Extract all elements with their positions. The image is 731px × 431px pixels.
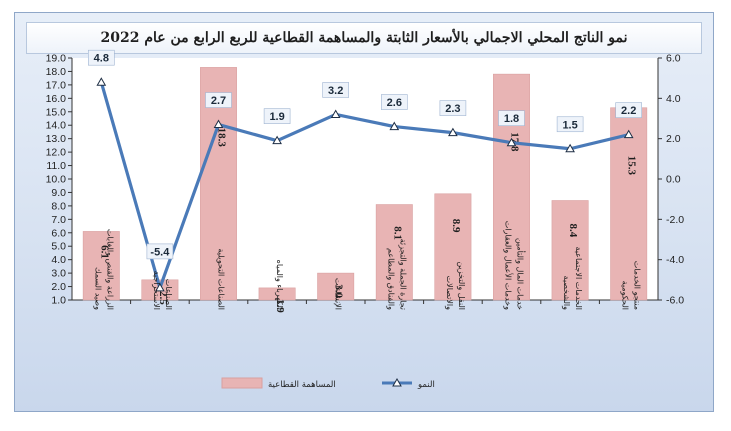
left-tick-label: 12.0 [46, 147, 67, 159]
left-tick-label: 3.0 [51, 268, 66, 280]
growth-label-box [615, 102, 643, 118]
category-label: الكهرباء والمياه [275, 260, 284, 310]
growth-marker [448, 127, 458, 137]
growth-marker [272, 135, 282, 145]
right-tick-label: 2.0 [666, 133, 681, 145]
title-band [26, 22, 702, 54]
growth-marker [565, 143, 575, 153]
bar [551, 200, 589, 301]
growth-label-box [263, 108, 291, 124]
category-label: والاتصالات [445, 276, 454, 310]
left-tick-label: 13.0 [46, 133, 67, 145]
right-tick-label: -4.0 [666, 254, 684, 266]
bar [317, 272, 355, 301]
growth-marker [623, 129, 634, 139]
growth-value-label: 2.3 [445, 103, 460, 115]
growth-value-label: 2.2 [621, 105, 636, 117]
category-label: الاستخراجية [152, 271, 161, 310]
bar [258, 287, 296, 301]
bar [610, 107, 648, 301]
right-tick-label: 6.0 [666, 53, 681, 65]
bar-value-label: 8.1 [391, 226, 403, 240]
growth-label-box [498, 110, 525, 126]
left-tick-label: 1.0 [51, 295, 66, 307]
growth-label-box [205, 92, 232, 108]
left-tick-label: 17.0 [46, 79, 67, 91]
bar-value-label: 15.3 [626, 156, 638, 176]
left-tick-label: 2.0 [51, 281, 66, 293]
growth-label-box [556, 116, 584, 133]
bar-value-label: 1.9 [274, 299, 286, 313]
growth-marker [96, 77, 107, 86]
growth-value-label: 4.8 [94, 53, 109, 65]
category-label: الصناعات التحويلية [217, 248, 226, 310]
legend-line-marker [392, 377, 402, 387]
category-label: الخدمات الاجتماعية [574, 246, 583, 310]
left-tick-label: 19.0 [46, 53, 67, 65]
growth-value-label: 1.9 [269, 111, 284, 123]
legend-bar-label: المساهمة القطاعية [268, 380, 336, 390]
left-tick-label: 11.0 [46, 160, 66, 172]
legend-bar-swatch [221, 377, 263, 389]
bar-value-label: 3.0 [333, 284, 345, 298]
growth-label-box [439, 100, 467, 116]
category-label: الزراعة والقنص والغابات [105, 229, 114, 310]
growth-marker [506, 137, 517, 147]
bar [82, 231, 120, 301]
left-tick-label: 6.0 [51, 227, 66, 239]
bar [434, 193, 472, 301]
growth-marker [330, 109, 341, 118]
growth-marker [389, 121, 400, 131]
bar-value-label: 18.3 [216, 128, 228, 148]
bar-value-label: 6.1 [98, 245, 110, 259]
left-tick-label: 9.0 [51, 187, 66, 199]
category-label: والشخصية [562, 276, 571, 311]
left-tick-label: 16.0 [46, 93, 67, 105]
growth-value-label: 2.7 [211, 95, 226, 107]
category-label: النقل والتخزين [457, 261, 466, 310]
left-tick-label: 4.0 [51, 254, 66, 266]
growth-value-label: 1.5 [562, 119, 577, 131]
category-label: الإنشاءات [333, 278, 343, 310]
left-tick-label: 10.0 [46, 174, 67, 186]
growth-label-box [322, 82, 350, 98]
growth-label-box [146, 243, 174, 260]
right-tick-label: 0.0 [666, 174, 681, 186]
growth-marker [155, 282, 165, 292]
growth-label-box [88, 49, 115, 66]
bar [375, 204, 413, 301]
chart-title: نمو الناتج المحلي الاجمالي بالأسعار الثا… [100, 30, 628, 46]
growth-label-box [380, 94, 408, 110]
category-label: منتجو الخدمات [633, 261, 642, 310]
growth-value-label: 2.6 [387, 97, 402, 109]
legend-line-label: النمو [417, 380, 435, 390]
right-tick-label: 4.0 [666, 93, 681, 105]
left-tick-label: 15.0 [46, 106, 67, 118]
left-tick-label: 5.0 [51, 241, 66, 253]
category-label: تجارة الجملة والتجزئة [398, 239, 407, 310]
bar-value-label: 8.4 [567, 223, 579, 237]
category-label: والفنادق والمطاعم [386, 248, 395, 310]
category-label: خدمات المال والتأمين [516, 238, 527, 310]
growth-value-label: 1.8 [504, 113, 519, 125]
category-label: وصيد السمك [93, 267, 102, 310]
left-tick-label: 7.0 [51, 214, 66, 226]
left-tick-label: 18.0 [46, 66, 67, 78]
left-tick-label: 14.0 [46, 120, 67, 132]
bar-value-label: 2.5 [157, 291, 169, 305]
growth-line [99, 81, 630, 290]
bar-value-label: 8.9 [450, 219, 462, 233]
category-label: الصناعات [164, 279, 173, 310]
category-label: الحكومية [621, 281, 630, 310]
category-label: وخدمات الأعمال والعقارات [504, 221, 514, 310]
growth-value-label: 3.2 [328, 85, 343, 97]
left-tick-label: 8.0 [51, 200, 66, 212]
right-tick-label: -6.0 [666, 295, 684, 307]
right-tick-label: -2.0 [666, 214, 684, 226]
growth-value-label: -5.4 [150, 246, 170, 258]
growth-marker [213, 119, 224, 129]
